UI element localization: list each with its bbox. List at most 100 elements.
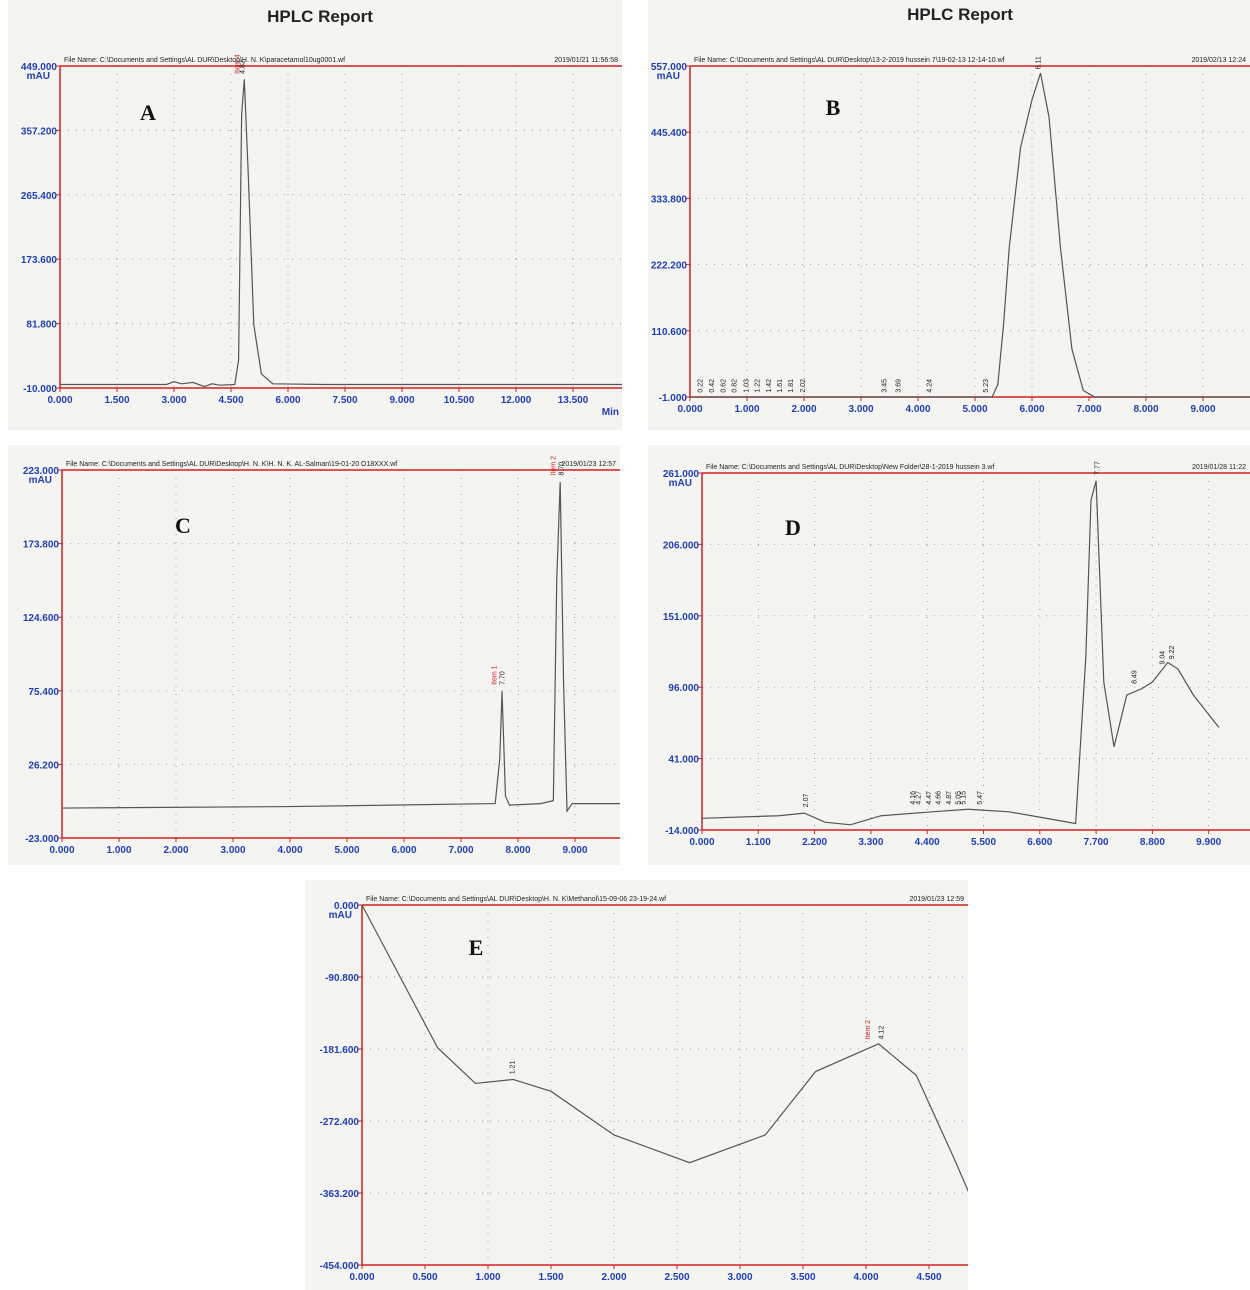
peak-label: 1.81 [788,379,795,393]
panel-label: E [469,935,484,960]
trace [690,72,1250,398]
y-tick-label: 41.000 [668,755,699,766]
peak-label: 3.69 [895,379,902,393]
x-tick-label: 4.500 [218,395,243,406]
y-tick-label: 173.600 [21,255,58,266]
file-name: File Name: C:\Documents and Settings\AL … [706,464,994,471]
chromatogram-panel: HPLC Report File Name: C:\Documents and S… [8,0,622,430]
x-tick-label: 2.000 [163,845,188,856]
x-tick-label: 1.000 [106,845,131,856]
y-tick-label: -10.000 [23,384,57,395]
x-tick-label: 6.600 [1027,837,1052,848]
peak-label: 4.27 [916,791,923,805]
y-unit: mAU [657,71,680,82]
x-tick-label: 4.400 [915,837,940,848]
x-tick-label: 4.000 [905,404,930,415]
x-tick-label: 3.500 [790,1272,815,1283]
y-unit: mAU [29,475,52,486]
x-tick-label: 10.500 [444,395,475,406]
x-tick-label: 9.000 [1190,404,1215,415]
peak-label: 4.16 [910,791,917,805]
y-tick-label: -454.000 [320,1261,360,1272]
y-tick-label: 261.000 [663,469,700,480]
y-tick-label: -363.200 [320,1189,360,1200]
y-tick-label: -1.000 [659,393,688,404]
x-tick-label: 4.500 [916,1272,941,1283]
file-name: File Name: C:\Documents and Settings\AL … [694,57,1005,64]
x-unit: Min [602,407,619,418]
trace [701,480,1220,826]
peak-label: Item 2 [551,456,558,476]
peak-label: 1.03 [744,379,751,393]
y-tick-label: 173.800 [23,540,60,551]
file-name: File Name: C:\Documents and Settings\AL … [66,461,397,468]
x-tick-label: 13.500 [558,395,589,406]
y-tick-label: 26.200 [28,760,59,771]
y-tick-label: 222.200 [651,261,688,272]
y-tick-label: 124.600 [23,613,60,624]
y-tick-label: 81.800 [26,320,57,331]
peak-label: 5.15 [961,791,968,805]
y-tick-label: 151.000 [663,612,700,623]
x-tick-label: 9.900 [1196,837,1221,848]
y-tick-label: 110.600 [651,327,687,338]
x-tick-label: 7.700 [1084,837,1109,848]
x-tick-label: 9.000 [562,845,587,856]
x-tick-label: 1.500 [538,1272,563,1283]
x-tick-label: 5.000 [334,845,359,856]
x-tick-label: 0.000 [677,404,702,415]
y-tick-label: 265.400 [21,191,58,202]
panel-label: B [826,95,841,120]
x-tick-label: 1.500 [104,395,129,406]
x-tick-label: 1.000 [734,404,759,415]
x-tick-label: 1.000 [475,1272,500,1283]
x-tick-label: 2.000 [601,1272,626,1283]
x-tick-label: 0.000 [47,395,72,406]
x-tick-label: 5.500 [971,837,996,848]
peak-label: 8.70 [559,462,566,476]
y-tick-label: -23.000 [25,834,59,845]
y-tick-label: 223.000 [23,466,60,477]
peak-label: 0.22 [698,379,705,393]
x-tick-label: 5.000 [962,404,987,415]
x-tick-label: 0.000 [349,1272,374,1283]
file-name: File Name: C:\Documents and Settings\AL … [366,896,666,903]
run-date: 2019/01/21 11:56:58 [554,57,618,64]
peak-label: 4.47 [926,791,933,805]
peak-label: 9.22 [1169,646,1176,660]
peak-label: 6.11 [1036,56,1043,69]
report-title: HPLC Report [907,5,1013,24]
peak-label: 5.23 [983,379,990,393]
y-tick-label: 557.000 [651,62,688,73]
x-tick-label: 12.000 [501,395,532,406]
peak-label: 9.04 [1160,651,1167,665]
peak-label: 0.62 [720,379,727,393]
x-tick-label: 6.000 [1019,404,1044,415]
peak-label: 1.22 [755,379,762,393]
x-tick-label: 2.200 [802,837,827,848]
peak-label: 5.05 [955,791,962,805]
x-tick-label: 6.000 [391,845,416,856]
peak-label: 7.77 [1095,461,1102,475]
y-tick-label: 357.200 [21,126,58,137]
peak-label: 4.87 [946,791,953,805]
peak-label: 4.82 [239,60,246,74]
x-tick-label: 3.000 [161,395,186,406]
x-tick-label: 9.000 [389,395,414,406]
x-tick-label: 8.000 [1133,404,1158,415]
y-unit: mAU [329,910,352,921]
peak-label: 2.07 [803,793,810,807]
y-tick-label: -181.600 [320,1045,360,1056]
peak-label: 0.42 [709,379,716,393]
y-tick-label: 0.000 [334,901,359,912]
y-tick-label: 206.000 [663,540,700,551]
x-tick-label: 6.000 [275,395,300,406]
peak-label: Item 4 [234,54,241,74]
x-tick-label: 8.800 [1140,837,1165,848]
peak-label: 4.12 [879,1026,886,1040]
panel-label: C [175,513,191,538]
panel-label: D [785,515,801,540]
run-date: 2019/02/13 12:24 [1192,57,1247,64]
y-unit: mAU [669,478,692,489]
x-tick-label: 3.000 [727,1272,752,1283]
